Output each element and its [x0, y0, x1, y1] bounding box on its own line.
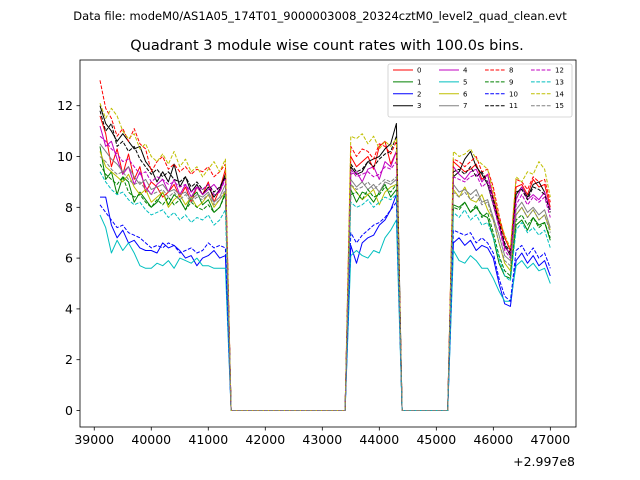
- legend-label-9: 9: [509, 78, 513, 86]
- x-tick-label: 44000: [359, 432, 399, 447]
- series-line-11: [99, 110, 551, 411]
- series-line-2: [100, 194, 551, 411]
- legend-label-6: 6: [463, 90, 468, 98]
- series-line-9: [99, 163, 551, 411]
- legend-label-2: 2: [417, 90, 421, 98]
- legend-label-4: 4: [463, 67, 468, 75]
- legend-label-11: 11: [509, 102, 518, 110]
- y-tick-label: 4: [65, 301, 73, 316]
- x-offset-label: +2.997e8: [513, 454, 575, 469]
- x-tick-label: 45000: [416, 432, 456, 447]
- series-line-10: [99, 201, 551, 411]
- series-line-15: [99, 156, 551, 411]
- y-tick-label: 8: [65, 200, 73, 215]
- series-line-13: [99, 171, 551, 411]
- legend-label-0: 0: [417, 67, 421, 75]
- x-tick-label: 42000: [245, 432, 285, 447]
- x-tick-label: 39000: [74, 432, 114, 447]
- y-tick-label: 10: [57, 149, 73, 164]
- legend-label-10: 10: [509, 90, 518, 98]
- y-tick-label: 12: [57, 98, 73, 113]
- legend-label-8: 8: [509, 67, 513, 75]
- legend-label-13: 13: [555, 78, 564, 86]
- plot-area: [99, 80, 551, 411]
- chart-title: Quadrant 3 module wise count rates with …: [130, 38, 524, 54]
- series-line-12: [99, 135, 551, 411]
- y-tick-label: 2: [65, 352, 73, 367]
- series-line-3: [99, 105, 551, 411]
- legend-label-3: 3: [417, 102, 421, 110]
- x-tick-label: 47000: [530, 432, 570, 447]
- legend-label-5: 5: [463, 78, 467, 86]
- axes: 39000 40000 41000 42000 43000 44000 45000 46000…: [57, 59, 577, 447]
- legend-label-14: 14: [555, 90, 564, 98]
- legend-label-15: 15: [555, 102, 564, 110]
- y-tick-label: 0: [65, 403, 73, 418]
- series-line-14: [99, 103, 551, 411]
- x-tick-label: 46000: [473, 432, 513, 447]
- y-tick-label: 6: [65, 251, 73, 266]
- legend-label-7: 7: [463, 102, 467, 110]
- axes-frame: [79, 59, 577, 428]
- x-tick-label: 43000: [302, 432, 342, 447]
- legend-box: [387, 63, 573, 118]
- legend-label-1: 1: [417, 78, 421, 86]
- x-tick-label: 41000: [188, 432, 228, 447]
- legend-label-12: 12: [555, 67, 564, 75]
- file-label: Data file: modeM0/AS1A05_174T01_90000030…: [73, 9, 567, 23]
- x-tick-label: 40000: [131, 432, 171, 447]
- series-line-0: [99, 115, 551, 411]
